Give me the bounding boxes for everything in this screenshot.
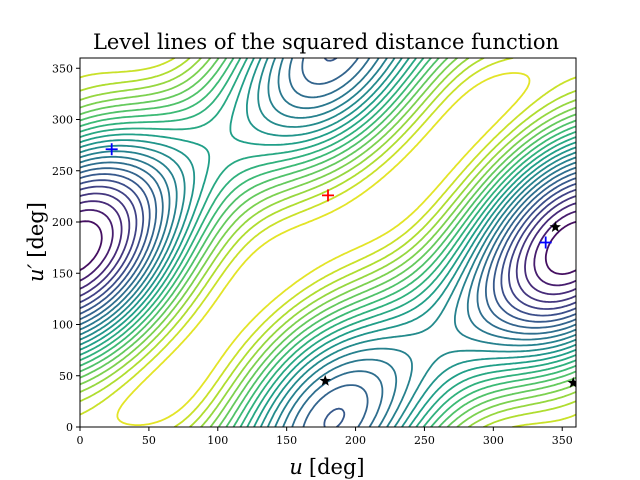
y-axis-label: u′ [deg] [24, 202, 48, 282]
contour-level-9 [80, 58, 576, 427]
star-marker-3 [319, 374, 331, 386]
x-axis-label-var: u [289, 455, 303, 479]
contour-level-23 [80, 209, 576, 287]
contour-level-13 [80, 58, 576, 427]
y-tick-label: 200 [52, 216, 73, 229]
x-tick-label: 200 [345, 434, 366, 447]
y-tick-label: 50 [59, 370, 73, 383]
x-tick-label: 250 [414, 434, 435, 447]
contour-level-10 [80, 58, 576, 427]
chart-title: Level lines of the squared distance func… [93, 30, 559, 54]
x-tick-label: 50 [142, 434, 156, 447]
y-tick-label: 0 [66, 421, 73, 434]
y-tick-label: 350 [52, 62, 73, 75]
contour-level-16 [80, 58, 576, 427]
contour-level-14 [80, 58, 576, 427]
y-axis-ticks: 0 50 100 150 200 250 300 350 [52, 62, 80, 434]
contour-level-8 [80, 58, 576, 427]
contour-level-5 [80, 58, 576, 427]
x-tick-label: 100 [207, 434, 228, 447]
contour-level-15 [80, 58, 576, 427]
contour-level-19 [80, 179, 576, 317]
markers-layer [105, 143, 576, 388]
contour-lines [80, 58, 576, 427]
contour-level-24 [80, 220, 576, 275]
contour-level-18 [80, 58, 576, 427]
y-tick-label: 300 [52, 114, 73, 127]
contour-level-2 [80, 58, 576, 427]
x-tick-label: 350 [552, 434, 573, 447]
x-tick-label: 0 [77, 434, 84, 447]
contour-level-20 [80, 185, 576, 310]
contour-level-1 [116, 72, 531, 426]
contour-level-22 [80, 200, 576, 296]
x-axis-label: u [deg] [289, 455, 364, 479]
red-cross-marker-0 [322, 189, 334, 202]
x-tick-label: 150 [276, 434, 297, 447]
blue-cross-marker-2 [539, 236, 552, 249]
y-tick-label: 250 [52, 165, 73, 178]
blue-cross-marker-1 [105, 143, 118, 156]
star-marker-5 [567, 376, 576, 388]
y-axis-label-unit: [deg] [24, 202, 48, 258]
contour-level-17 [80, 58, 576, 427]
plot-frame [79, 57, 577, 428]
contour-level-12 [80, 58, 576, 427]
x-axis-label-unit: [deg] [309, 455, 365, 479]
contour-level-7 [80, 58, 576, 427]
contour-level-6 [80, 58, 576, 427]
star-marker-4 [549, 221, 561, 232]
y-tick-label: 100 [52, 319, 73, 332]
y-axis-label-var: u′ [24, 263, 48, 282]
x-tick-label: 300 [483, 434, 504, 447]
contour-level-11 [80, 58, 576, 427]
y-tick-label: 150 [52, 267, 73, 280]
x-axis-ticks: 0 50 100 150 200 250 300 350 [77, 427, 573, 447]
